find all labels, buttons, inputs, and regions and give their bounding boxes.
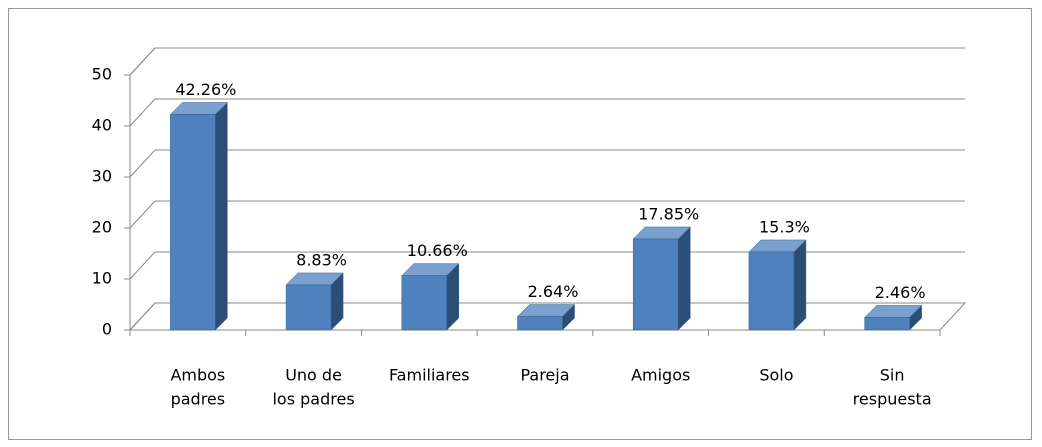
data-label: 10.66% [407,241,468,260]
x-tick-label: Amigos [631,366,690,385]
x-tick-label: respuesta [853,390,932,409]
y-tick-label: 20 [92,218,112,237]
data-label: 15.3% [759,217,810,236]
y-tick-label: 10 [92,269,112,288]
y-tick-label: 30 [92,167,112,186]
bar-front [401,275,448,331]
data-label: 2.46% [875,283,926,302]
bar-front [285,284,332,331]
bar [401,263,460,331]
bar [169,101,228,331]
x-tick-label: Solo [759,366,793,385]
bar [748,239,807,331]
data-label: 8.83% [296,250,347,269]
bar-side [793,239,807,331]
bar [864,304,923,331]
x-tick-label: Uno de [285,366,342,385]
bar-side [677,226,691,331]
x-tick-label: padres [171,390,226,409]
data-label: 42.26% [175,80,236,99]
grid-line [129,98,965,127]
grid-line [129,302,965,331]
x-tick-label: Sin [880,366,905,385]
y-tick-label: 40 [92,116,112,135]
grid-line [129,47,965,76]
grid-line [129,149,965,178]
grid-line [129,251,965,280]
data-label: 2.64% [528,282,579,301]
bar-front [517,316,563,331]
bar [285,272,344,331]
x-tick-label: los padres [272,390,354,409]
y-tick-label: 50 [92,65,112,84]
grid-line [129,200,965,229]
bar [632,226,691,331]
bar-front [748,251,795,331]
y-tick-label: 0 [102,320,112,339]
bar-front [632,238,679,331]
bar-front [170,114,216,331]
bar-front [864,317,910,331]
data-label: 17.85% [638,204,699,223]
x-tick-label: Familiares [389,366,470,385]
bar [516,303,576,331]
x-tick-label: Pareja [520,366,569,385]
x-tick-label: Ambos [170,366,225,385]
bar-side [215,101,228,331]
